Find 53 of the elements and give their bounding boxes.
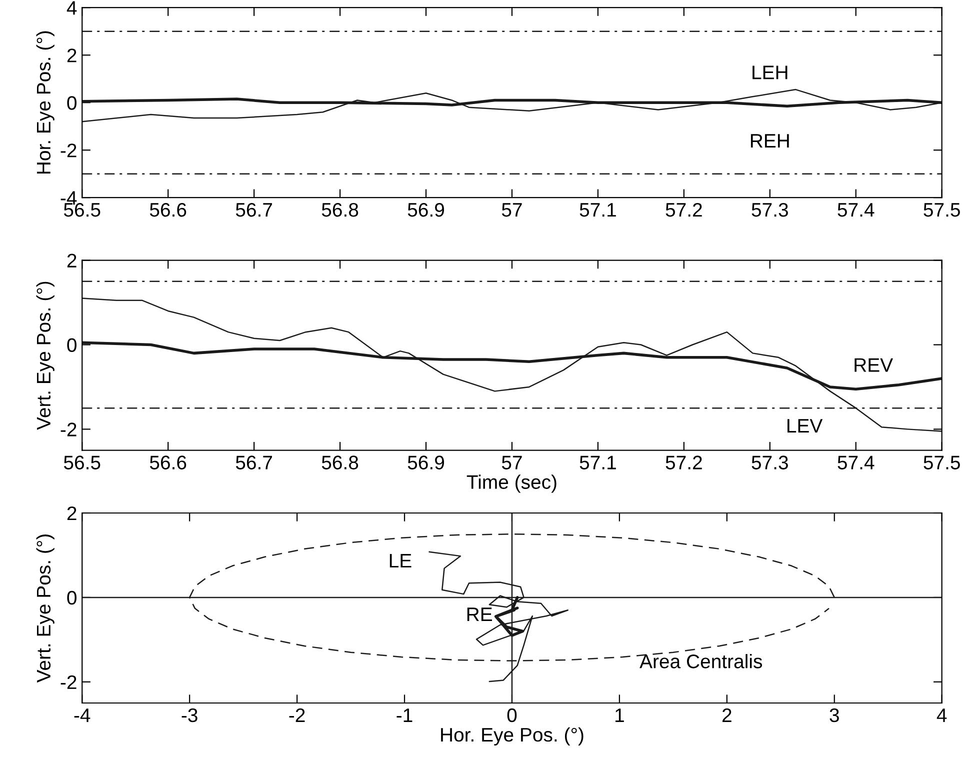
y-tick-label: 2 [67, 48, 76, 62]
y-tick-label: 0 [67, 338, 76, 352]
x-tick-label: -3 [182, 708, 198, 722]
series-label: RE [467, 608, 492, 622]
x-tick-label: 56.8 [322, 456, 358, 470]
y-tick-label: -2 [60, 675, 76, 689]
series-label: LEV [788, 419, 823, 433]
series-label: REH [750, 134, 789, 148]
series-label: LE [390, 554, 412, 568]
x-tick-label: 57.5 [924, 203, 960, 217]
y-axis-title: Vert. Eye Pos. (°) [36, 534, 54, 683]
x-tick-label: 56.9 [408, 202, 444, 217]
x-tick-label: 57.2 [666, 456, 702, 470]
y-tick-label: 4 [66, 1, 77, 15]
x-tick-label: 57 [502, 456, 522, 470]
y-tick-label: 0 [67, 96, 76, 110]
x-tick-label: 56.6 [150, 456, 186, 470]
x-tick-label: 56.7 [236, 202, 272, 217]
x-tick-label: 57.1 [580, 456, 616, 470]
x-tick-label: 1 [616, 708, 624, 722]
x-tick-label: -2 [289, 708, 305, 722]
y-tick-label: -2 [60, 422, 76, 436]
x-tick-label: 56.5 [64, 202, 100, 217]
y-tick-label: 2 [67, 254, 76, 268]
x-tick-label: 56.6 [150, 202, 186, 217]
x-axis-title: Time (sec) [466, 474, 556, 493]
x-tick-label: 0 [507, 708, 517, 722]
x-tick-label: 57.3 [752, 456, 788, 470]
x-tick-label: 56.8 [322, 202, 358, 217]
x-tick-label: 57.3 [752, 202, 788, 217]
x-tick-label: 3 [830, 708, 839, 722]
x-tick-label: 4 [936, 708, 947, 722]
x-tick-label: 56.9 [408, 456, 444, 470]
y-axis-title: Vert. Eye Pos. (°) [36, 282, 54, 430]
x-tick-label: 56.7 [236, 456, 272, 470]
x-tick-label: 56.5 [64, 456, 100, 470]
x-tick-label: 57.4 [838, 203, 874, 217]
y-tick-label: 2 [67, 506, 76, 520]
series-label: Area Centralis [640, 654, 762, 668]
x-tick-label: 2 [722, 708, 732, 722]
x-tick-label: 57.2 [666, 202, 702, 217]
series-label: REV [854, 358, 893, 372]
y-tick-label: -2 [60, 144, 76, 158]
x-tick-label: -1 [396, 708, 412, 722]
x-tick-label: 57.4 [838, 456, 874, 470]
y-tick-label: 0 [67, 590, 76, 605]
x-tick-label: 57 [502, 203, 522, 217]
y-axis-title: Hor. Eye Pos. (°) [36, 31, 54, 174]
x-axis-title: Hor. Eye Pos. (°) [441, 727, 584, 746]
y-tick-label: -4 [60, 191, 77, 205]
x-tick-label: 57.5 [924, 456, 960, 470]
series-label: LEH [752, 66, 788, 80]
x-tick-label: 57.1 [580, 203, 616, 217]
